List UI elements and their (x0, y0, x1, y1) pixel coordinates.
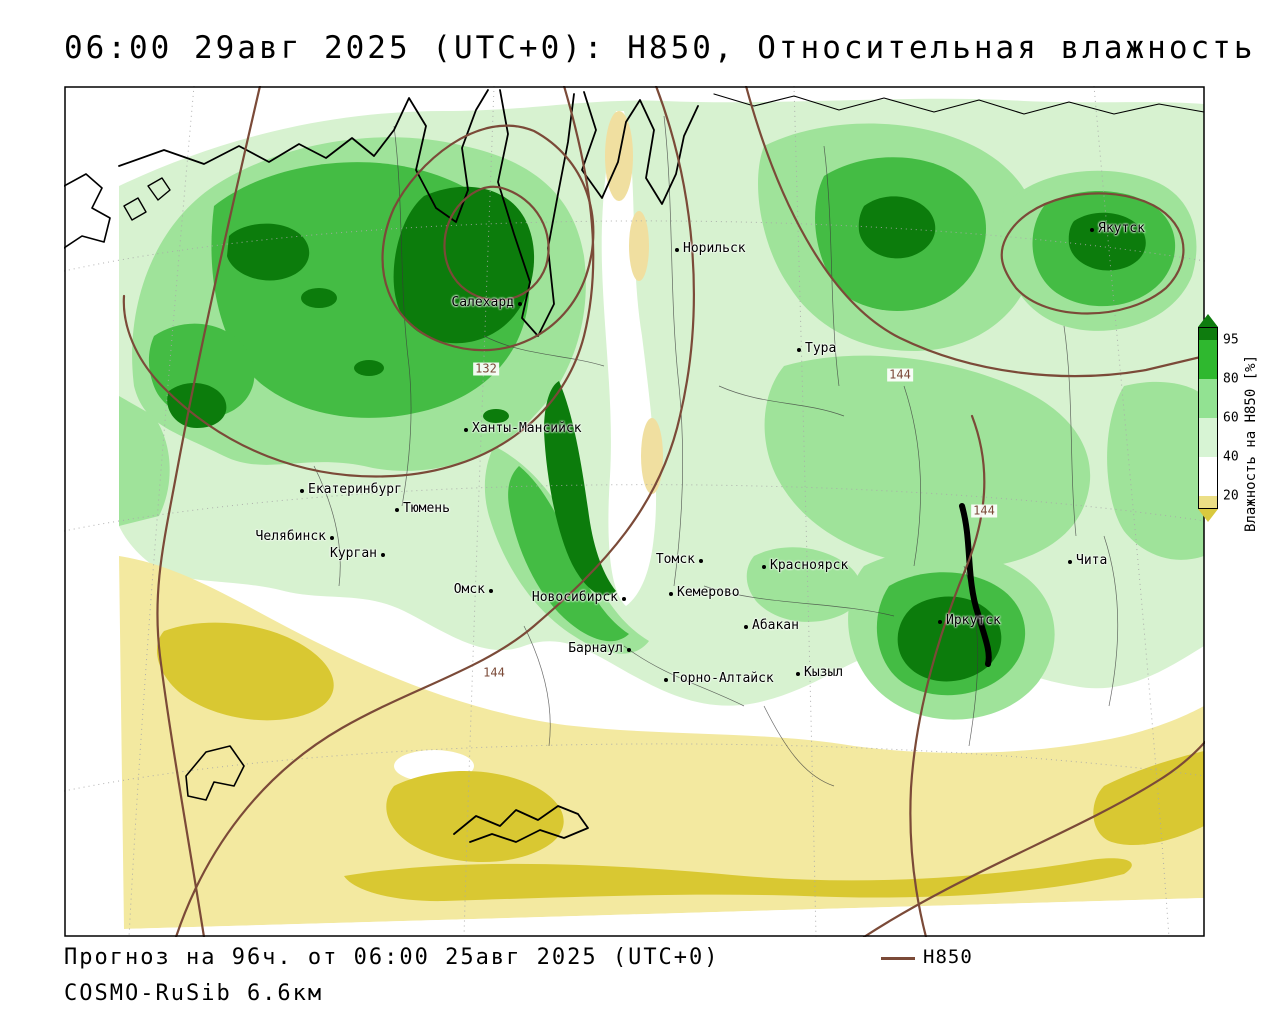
colorbar-arrow-up (1198, 314, 1218, 327)
city-dot (381, 553, 385, 557)
admin-boundaries-layer (313, 115, 1119, 787)
forecast-text: Прогноз на 96ч. от 06:00 25авг 2025 (UTC… (64, 945, 720, 970)
city-dot (1068, 560, 1072, 564)
colorbar-tick-label: 80 (1223, 371, 1239, 387)
arctic-island (123, 197, 147, 221)
map-canvas (64, 86, 1205, 937)
colorbar-segment (1199, 496, 1217, 508)
city-label: Чита (1076, 553, 1108, 568)
city-dot (518, 302, 522, 306)
colorbar-segments (1198, 327, 1218, 509)
kara-sea-coast (118, 89, 489, 223)
city-label: Томск (655, 552, 695, 567)
city-dot (664, 678, 668, 682)
city-dot (464, 428, 468, 432)
map-overlay: Норильск Якутск Салехард Тура Ханты-Мансийск… (64, 86, 1205, 937)
city-dot (762, 565, 766, 569)
city-dot (627, 648, 631, 652)
h850-contour-layer (122, 86, 1205, 937)
city-label: Омск (453, 582, 485, 597)
legend-h850-line (881, 957, 915, 960)
colorbar-segment (1199, 457, 1217, 496)
city-dot (395, 508, 399, 512)
city-dot (699, 559, 703, 563)
city-dot (796, 672, 800, 676)
colorbar-axis-label: Влажность на H850 [%] (1243, 354, 1259, 532)
colorbar-segment (1199, 379, 1217, 418)
city-dot (489, 589, 493, 593)
colorbar-tick-label: 20 (1223, 488, 1239, 504)
ob-bay-coast (497, 89, 575, 337)
city-label: Екатеринбург (308, 482, 402, 497)
city-label: Иркутск (946, 613, 1001, 628)
colorbar-ticks: 95 80 60 40 20 (1223, 327, 1257, 507)
city-label: Барнаул (568, 641, 623, 656)
city-label: Кызыл (804, 665, 844, 680)
city-label: Тура (805, 341, 837, 356)
colorbar-arrow-down (1198, 509, 1218, 522)
page-title: 06:00 29авг 2025 (UTC+0): H850, Относите… (64, 30, 1256, 66)
city-dot (675, 248, 679, 252)
gydan-coast (581, 91, 699, 205)
city-label: Горно-Алтайск (672, 671, 774, 686)
colorbar-segment (1199, 418, 1217, 457)
city-label: Курган (330, 546, 377, 561)
white-sea-coast (64, 173, 111, 249)
city-label: Красноярск (770, 558, 849, 573)
colorbar-segment (1199, 340, 1217, 379)
city-label: Новосибирск (531, 590, 618, 605)
arctic-island (147, 177, 171, 201)
city-label: Якутск (1098, 221, 1145, 236)
city-dot (744, 625, 748, 629)
city-label: Ханты-Мансийск (472, 421, 582, 436)
city-dot (330, 536, 334, 540)
city-label: Абакан (752, 618, 799, 633)
city-dot (669, 592, 673, 596)
contour-value-label: 144 (481, 665, 507, 680)
lake-zaysan (185, 745, 245, 801)
arctic-coast-east (713, 93, 1205, 115)
city-label: Тюмень (403, 501, 450, 516)
colorbar-tick-label: 95 (1223, 332, 1239, 348)
contour-value-label: 132 (473, 361, 499, 376)
colorbar-tick-label: 60 (1223, 410, 1239, 426)
colorbar (1198, 314, 1218, 522)
coastline-layer (64, 89, 1205, 843)
city-label: Норильск (683, 241, 746, 256)
colorbar-segment (1199, 328, 1217, 340)
city-dot (622, 597, 626, 601)
city-label: Кемерово (677, 585, 740, 600)
legend-h850-label: H850 (923, 946, 973, 968)
colorbar-tick-label: 40 (1223, 449, 1239, 465)
city-dot (938, 620, 942, 624)
lake-baikal (959, 503, 992, 667)
city-dot (300, 489, 304, 493)
city-dot (797, 348, 801, 352)
city-label: Челябинск (255, 529, 326, 544)
city-dot (1090, 228, 1094, 232)
humidity-fill-layer (64, 98, 1205, 937)
model-text: COSMO-RuSib 6.6км (64, 981, 324, 1006)
city-label: Салехард (451, 295, 514, 310)
graticule-layer (64, 86, 1205, 937)
contour-value-label: 144 (971, 503, 997, 518)
mountain-border (453, 805, 589, 843)
contour-value-label: 144 (887, 367, 913, 382)
humidity-map: Норильск Якутск Салехард Тура Ханты-Мансийск… (64, 86, 1205, 937)
